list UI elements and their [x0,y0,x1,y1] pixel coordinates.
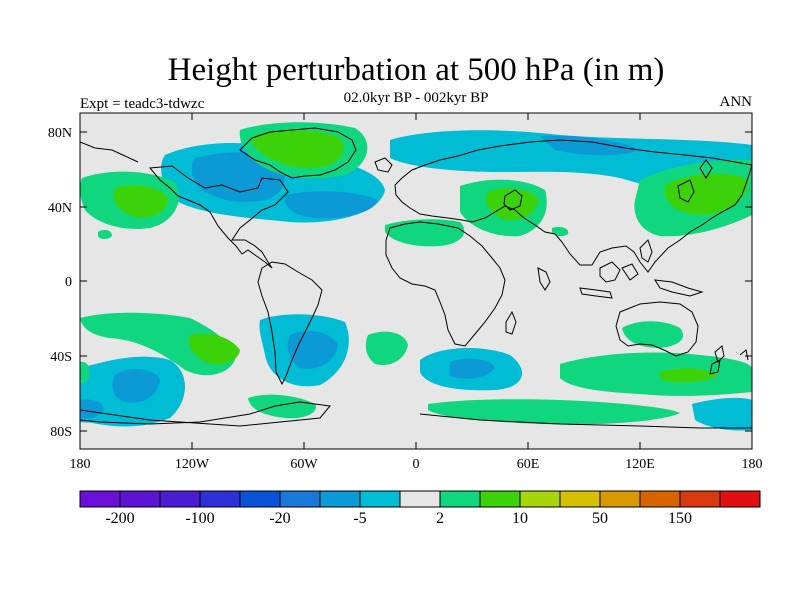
colorbar-boxes [79,490,761,508]
colorbar-box [319,490,361,508]
plot-title: Height perturbation at 500 hPa (in m) [168,52,665,88]
colorbar-label: 10 [512,510,528,527]
lon-label: 180 [742,457,763,472]
lon-label: 0 [413,457,420,472]
colorbar-box [279,490,321,508]
coastlines [80,127,752,429]
colorbar-label: -20 [269,510,290,527]
lat-label: 80S [50,425,72,440]
lon-label: 120E [625,457,655,472]
colorbar-label: -200 [105,510,134,527]
lat-label: 40N [48,201,72,216]
experiment-label: Expt = teadc3-tdwzc [80,96,205,112]
season-label: ANN [720,94,753,110]
colorbar-box [399,490,441,508]
colorbar-labels: -200 -100 -20 -5 2 10 50 150 [105,510,692,527]
colorbar-label: 150 [668,510,692,527]
colorbar-box [79,490,121,508]
lat-labels: 80N 40N 0 40S 80S [48,126,72,440]
lat-label: 40S [50,350,72,365]
map: 80N 40N 0 40S 80S 180 120W 60W 0 60E 120… [48,112,763,472]
colorbar: -200 -100 -20 -5 2 10 50 150 [79,490,761,527]
colorbar-box [559,490,601,508]
colorbar-box [159,490,201,508]
lon-label: 180 [70,457,91,472]
colorbar-box [719,490,761,508]
height-field [80,122,752,431]
lat-label: 80N [48,126,72,141]
period-label: 02.0kyr BP - 002kyr BP [344,90,489,106]
colorbar-box [199,490,241,508]
colorbar-box [439,490,481,508]
colorbar-label: 2 [436,510,444,527]
lat-label: 0 [65,275,72,290]
lon-labels: 180 120W 60W 0 60E 120E 180 [70,457,763,472]
colorbar-label: 50 [592,510,608,527]
colorbar-box [119,490,161,508]
colorbar-box [239,490,281,508]
colorbar-box [479,490,521,508]
colorbar-box [519,490,561,508]
colorbar-label: -5 [353,510,366,527]
lon-label: 60E [517,457,540,472]
colorbar-box [359,490,401,508]
lon-label: 60W [290,457,318,472]
colorbar-label: -100 [185,510,214,527]
positive-anomaly-strong [113,130,749,383]
colorbar-box [599,490,641,508]
lon-label: 120W [175,457,210,472]
colorbar-box [639,490,681,508]
axis-ticks [80,113,752,449]
colorbar-box [679,490,721,508]
